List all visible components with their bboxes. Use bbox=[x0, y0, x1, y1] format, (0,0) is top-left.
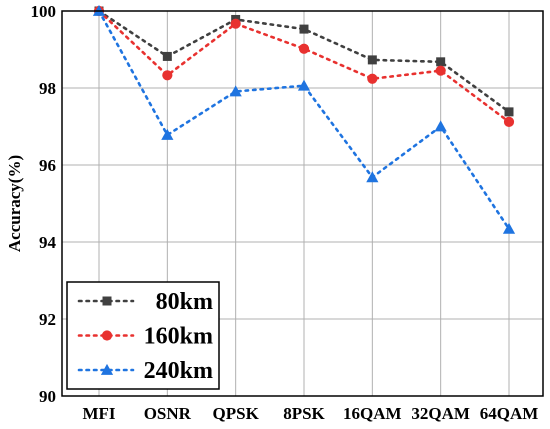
x-tick-label: 32QAM bbox=[411, 404, 470, 423]
legend: 80km 160km 240km bbox=[66, 281, 220, 390]
legend-marker bbox=[100, 363, 114, 375]
legend-label: 80km bbox=[156, 289, 213, 315]
data-point bbox=[161, 128, 174, 140]
data-point bbox=[502, 222, 516, 234]
x-tick-label: 8PSK bbox=[283, 404, 325, 423]
x-tick-label: 64QAM bbox=[480, 404, 539, 423]
data-point bbox=[504, 107, 514, 117]
data-point bbox=[503, 116, 515, 127]
data-point bbox=[162, 70, 173, 81]
y-tick-label: 100 bbox=[31, 2, 57, 21]
y-tick-label: 94 bbox=[39, 233, 57, 252]
data-point bbox=[229, 85, 242, 97]
x-tick-label: 16QAM bbox=[343, 404, 402, 423]
legend-label: 240km bbox=[144, 358, 213, 384]
data-point bbox=[367, 55, 377, 65]
legend-marker bbox=[101, 330, 113, 341]
y-tick-label: 90 bbox=[39, 387, 56, 406]
y-tick-labels: 90 92 94 96 98 100 bbox=[31, 2, 57, 406]
data-point bbox=[162, 51, 172, 61]
series-240km bbox=[92, 4, 516, 234]
legend-marker bbox=[102, 296, 112, 306]
plot-frame bbox=[61, 10, 544, 397]
data-point bbox=[435, 65, 446, 76]
data-point bbox=[297, 79, 311, 91]
x-tick-labels: MFI OSNR QPSK 8PSK 16QAM 32QAM 64QAM bbox=[82, 404, 538, 423]
data-point bbox=[298, 43, 310, 54]
y-tick-label: 92 bbox=[39, 310, 56, 329]
y-axis-label: Accuracy(%) bbox=[5, 155, 24, 252]
x-tick-label: MFI bbox=[82, 404, 115, 423]
y-tick-label: 98 bbox=[39, 79, 56, 98]
legend-box bbox=[66, 281, 220, 390]
data-point bbox=[230, 18, 241, 29]
data-point bbox=[299, 24, 309, 34]
data-point bbox=[366, 171, 379, 183]
data-point bbox=[367, 73, 378, 84]
y-tick-label: 96 bbox=[39, 156, 56, 175]
data-point bbox=[436, 57, 446, 67]
data-point bbox=[434, 120, 447, 132]
x-tick-label: QPSK bbox=[213, 404, 260, 423]
legend-label: 160km bbox=[144, 324, 213, 350]
x-tick-label: OSNR bbox=[144, 404, 192, 423]
